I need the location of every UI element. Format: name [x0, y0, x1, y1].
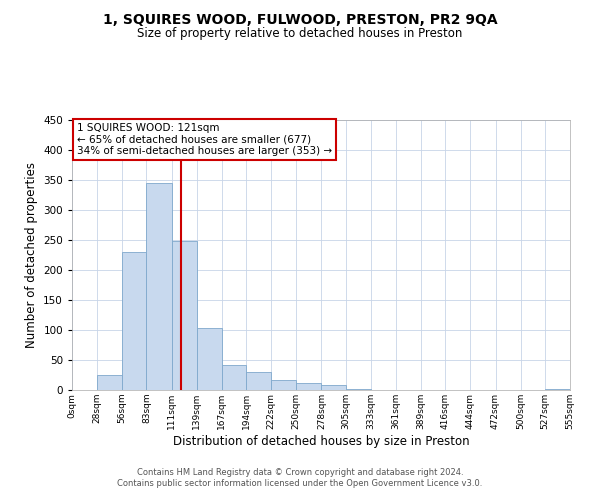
Bar [246, 372, 271, 390]
Bar [122, 252, 146, 390]
Bar [97, 375, 122, 390]
Y-axis label: Number of detached properties: Number of detached properties [25, 162, 38, 348]
Bar [172, 241, 197, 390]
Bar [322, 384, 346, 390]
Bar [545, 389, 570, 390]
Text: Contains HM Land Registry data © Crown copyright and database right 2024.
Contai: Contains HM Land Registry data © Crown c… [118, 468, 482, 487]
Bar [222, 366, 246, 390]
Bar [271, 380, 296, 390]
Bar [197, 328, 222, 390]
X-axis label: Distribution of detached houses by size in Preston: Distribution of detached houses by size … [173, 434, 469, 448]
Text: 1 SQUIRES WOOD: 121sqm
← 65% of detached houses are smaller (677)
34% of semi-de: 1 SQUIRES WOOD: 121sqm ← 65% of detached… [77, 122, 332, 156]
Bar [296, 384, 322, 390]
Text: 1, SQUIRES WOOD, FULWOOD, PRESTON, PR2 9QA: 1, SQUIRES WOOD, FULWOOD, PRESTON, PR2 9… [103, 12, 497, 26]
Text: Size of property relative to detached houses in Preston: Size of property relative to detached ho… [137, 28, 463, 40]
Bar [146, 183, 172, 390]
